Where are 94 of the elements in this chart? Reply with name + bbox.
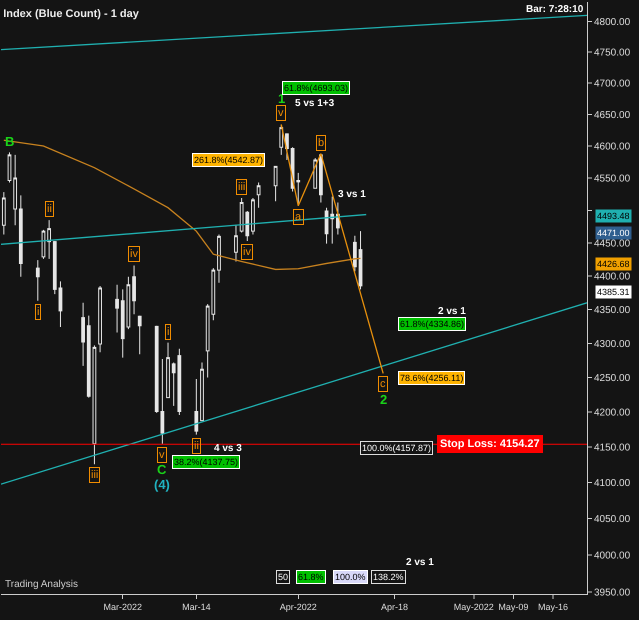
candlestick	[211, 268, 216, 321]
x-tick-label: May-2022	[454, 602, 494, 612]
candlestick	[200, 362, 204, 422]
annotation: 2 vs 1	[438, 306, 466, 317]
y-tick-label: 4150.00	[594, 442, 631, 454]
annotation: 1	[278, 91, 286, 106]
ref-line-label: Stop Loss: 4154.27	[440, 438, 540, 450]
y-tick-label: 4600.00	[594, 141, 631, 152]
y-tick-label: 4700.00	[594, 78, 631, 90]
candlestick	[8, 152, 12, 183]
y-tick-label: 4250.00	[594, 373, 631, 384]
candlestick	[251, 197, 255, 235]
annotation: i	[167, 326, 170, 338]
candlestick	[120, 288, 125, 358]
y-tick-label: 4300.00	[594, 338, 631, 350]
annotation: Trading Analysis	[5, 579, 78, 590]
text: Index (Blue Count) - 1 day	[3, 8, 140, 20]
candlestick	[138, 315, 142, 355]
candlestick	[58, 280, 62, 328]
annotation: c	[380, 378, 386, 390]
y-tick-label: 4400.00	[594, 272, 631, 283]
annotation: 61.8%(4334.86)	[400, 319, 464, 329]
y-tick-label: 4800.00	[594, 16, 631, 28]
annotation: iii	[238, 181, 246, 193]
y-tick-label: 4450.00	[594, 238, 631, 250]
candlestick	[194, 378, 198, 436]
candlestick	[177, 348, 182, 416]
y-tick-label: 4350.00	[594, 305, 631, 316]
y-tick-label: 4000.00	[594, 550, 631, 562]
annotation: 78.6%(4256.11)	[400, 373, 464, 383]
candlestick	[274, 166, 278, 202]
x-tick-label: Apr-18	[380, 602, 408, 612]
annotation: 138.2%	[373, 572, 404, 582]
y-tick-label: 4650.00	[594, 110, 631, 121]
y-tick-label: 4750.00	[594, 48, 631, 59]
annotation: 3 vs 1	[338, 189, 366, 200]
candlestick	[217, 234, 221, 284]
annotation: 261.8%(4542.87)	[194, 155, 264, 165]
annotation: 2	[380, 392, 388, 407]
annotation: 38.2%(4137.75)	[174, 457, 238, 467]
candlestick	[166, 342, 170, 398]
annotation: i	[37, 306, 40, 318]
annotation: 100.0%	[335, 572, 366, 582]
candlestick	[86, 315, 91, 398]
candlestick	[154, 325, 159, 414]
line-series	[280, 124, 384, 374]
candlestick	[234, 224, 238, 262]
annotation: 61.8%	[298, 572, 324, 582]
x-tick-label: Apr-2022	[280, 602, 317, 612]
y-tick-label: 4100.00	[594, 478, 631, 490]
annotation: (4)	[154, 477, 170, 492]
x-tick-label: Mar-2022	[103, 602, 142, 612]
candlestick	[18, 194, 23, 278]
candlestick	[81, 302, 85, 366]
annotation: 100.0%(4157.87)	[362, 443, 432, 453]
annotation: 2 vs 1	[406, 557, 434, 568]
text: 4426.68	[597, 259, 630, 269]
candlestick	[324, 207, 328, 244]
candlestick	[256, 182, 260, 208]
annotation: iii	[91, 469, 98, 481]
candlestick	[319, 154, 323, 204]
annotation: b	[318, 137, 324, 149]
annotation: v	[159, 449, 165, 461]
candlestick	[52, 240, 57, 295]
candlestick	[240, 197, 244, 233]
candlestick	[330, 196, 334, 244]
y-tick-label: 3950.00	[594, 587, 631, 598]
annotation: iv	[243, 246, 252, 258]
y-tick-label: 4550.00	[594, 173, 631, 184]
candlestick	[13, 154, 18, 226]
x-tick-label: May-09	[498, 602, 528, 612]
x-tick-label: May-16	[538, 602, 568, 612]
text: 4385.31	[597, 287, 630, 297]
annotation: 50	[278, 572, 288, 582]
annotation: ii	[47, 203, 52, 215]
candlestick	[206, 304, 210, 378]
annotation: 5 vs 1+3	[295, 98, 335, 109]
candlestick	[172, 362, 176, 406]
annotation: 4 vs 3	[214, 443, 242, 454]
candlestick	[98, 286, 102, 353]
y-tick-label: 4200.00	[594, 408, 631, 419]
annotation: C	[157, 462, 167, 477]
annotation: 61.8%(4693.03)	[284, 83, 348, 93]
candlestick	[160, 358, 164, 444]
candlestick	[92, 344, 96, 465]
x-tick-label: Mar-14	[182, 602, 211, 612]
annotation: iv	[130, 248, 138, 260]
y-tick-label: 4050.00	[594, 514, 631, 526]
candlestick	[115, 284, 119, 333]
candlestick	[36, 260, 40, 302]
annotation: Bar: 7:28:10	[526, 4, 584, 15]
text: 4493.48	[597, 211, 630, 221]
text: 4471.00	[597, 228, 630, 238]
annotation: v	[278, 107, 284, 119]
